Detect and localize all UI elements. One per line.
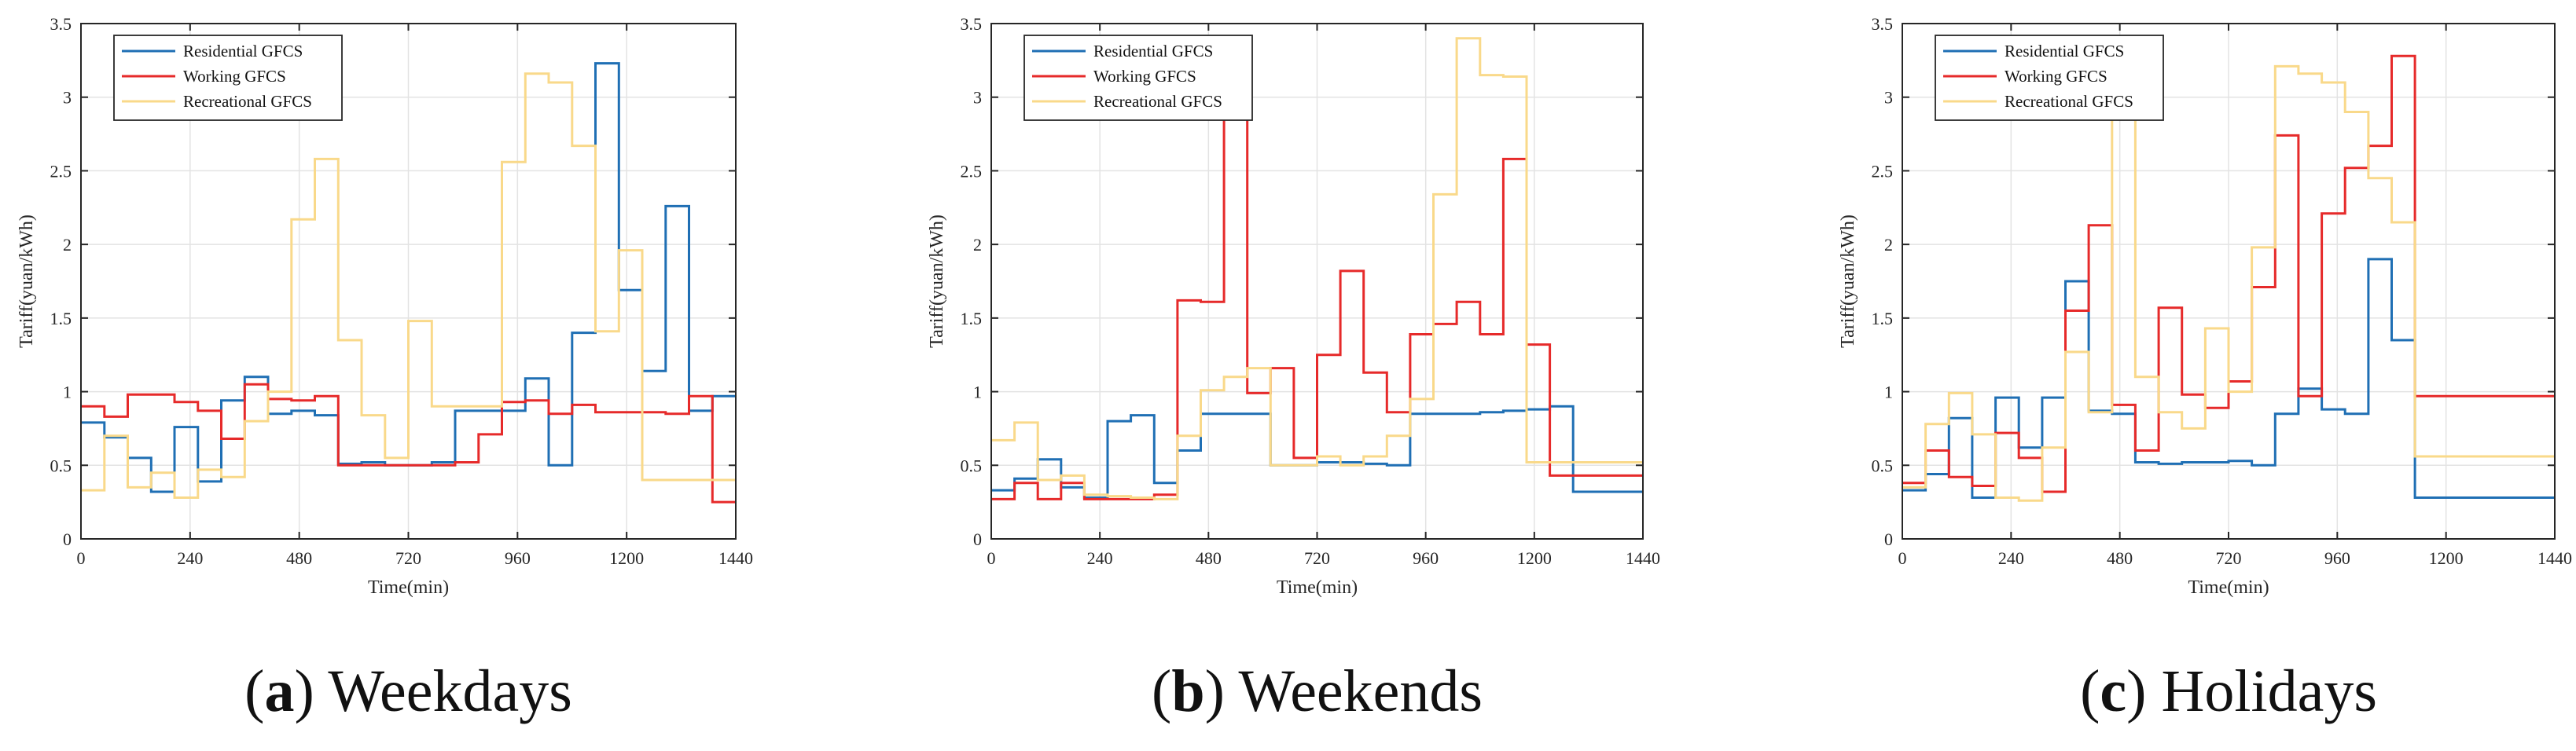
x-tick-label: 720 [395,548,421,568]
y-tick-label: 2.5 [961,161,983,181]
y-tick-label: 0 [973,529,982,549]
x-tick-label: 1440 [718,548,753,568]
legend-label-1: Residential GFCS [183,42,303,60]
x-tick-label: 240 [1998,548,2024,568]
x-tick-label: 960 [1413,548,1439,568]
y-tick-label: 0.5 [961,456,983,475]
x-tick-label: 0 [987,548,996,568]
y-tick-label: 3.5 [1872,14,1894,34]
legend-label-2: Working GFCS [183,67,286,86]
legend-label-1: Residential GFCS [2005,42,2124,60]
legend-box [113,35,343,121]
legend-label-3: Recreational GFCS [2005,92,2133,111]
x-tick-label: 960 [2324,548,2350,568]
y-tick-label: 2 [63,235,72,255]
caption-title: ) Holidays [2126,658,2377,724]
series-line-3 [1902,64,2555,502]
y-tick-label: 0 [1884,529,1893,549]
y-tick-label: 3 [63,88,72,108]
caption-letter: a [264,658,294,724]
y-tick-label: 1 [1884,383,1893,402]
y-tick-label: 3 [973,88,982,108]
x-tick-label: 240 [1087,548,1113,568]
x-tick-label: 0 [1898,548,1907,568]
x-tick-label: 480 [2107,548,2133,568]
caption-paren-open: ( [1152,658,1171,724]
panel-caption: (c) Holidays [2080,658,2377,724]
legend-label-2: Working GFCS [1093,67,1196,86]
caption-paren-open: ( [2080,658,2100,724]
y-tick-label: 1 [973,383,982,402]
y-tick-label: 2 [973,235,982,255]
caption-paren-open: ( [244,658,264,724]
y-tick-label: 1.5 [961,309,983,328]
series-line-2 [81,383,736,504]
legend-box [1935,35,2164,121]
y-axis-label: Tariff(yuan/kWh) [17,214,37,348]
caption-letter: b [1171,658,1204,724]
x-tick-label: 720 [2216,548,2242,568]
caption-title: ) Weekdays [294,658,571,724]
caption-title: ) Weekends [1205,658,1483,724]
y-tick-label: 0 [63,529,72,549]
y-tick-label: 2 [1884,235,1893,255]
legend-label-3: Recreational GFCS [183,92,312,111]
x-tick-label: 480 [286,548,312,568]
y-tick-label: 0.5 [1872,456,1894,475]
y-tick-label: 3 [1884,88,1893,108]
y-tick-label: 0.5 [50,456,72,475]
x-tick-label: 1200 [2429,548,2464,568]
y-tick-label: 1.5 [50,309,72,328]
y-tick-label: 2.5 [50,161,72,181]
x-tick-label: 1440 [1626,548,1660,568]
y-tick-label: 3.5 [50,14,72,34]
chart-panel-c: 0 240 480 720 960 1200 1440 0 0.5 1 1.5 2 2.5 3 3.5 Tim… [1838,14,2572,724]
x-tick-label: 720 [1304,548,1330,568]
y-axis-label: Tariff(yuan/kWh) [927,214,947,348]
legend-label-3: Recreational GFCS [1093,92,1222,111]
legend-box [1023,35,1253,121]
caption-letter: c [2100,658,2126,724]
x-tick-label: 0 [77,548,86,568]
legend-label-2: Working GFCS [2005,67,2107,86]
x-tick-label: 1440 [2537,548,2572,568]
y-tick-label: 1.5 [1872,309,1894,328]
x-tick-label: 1200 [1517,548,1552,568]
chart-panel-b: 0 240 480 720 960 1200 1440 0 0.5 1 1.5 2 2.5 3 3.5 Tim… [927,14,1660,724]
y-tick-label: 3.5 [961,14,983,34]
panel-caption: (b) Weekends [1152,658,1483,724]
x-axis-label: Time(min) [2188,577,2269,598]
x-axis-label: Time(min) [368,577,449,598]
panel-caption: (a) Weekdays [244,658,572,724]
series-line-1 [1902,258,2555,499]
legend-label-1: Residential GFCS [1093,42,1213,60]
x-tick-label: 240 [177,548,203,568]
y-tick-label: 1 [63,383,72,402]
series-line-3 [991,37,1643,500]
y-tick-label: 2.5 [1872,161,1894,181]
x-tick-label: 480 [1196,548,1222,568]
x-tick-label: 960 [505,548,531,568]
x-axis-label: Time(min) [1277,577,1358,598]
series-line-3 [81,72,736,499]
y-axis-label: Tariff(yuan/kWh) [1838,214,1858,348]
x-tick-label: 1200 [609,548,644,568]
chart-panel-a: 0 240 480 720 960 1200 1440 0 0.5 1 1.5 2 2.5 3 3.5 Tim… [17,14,753,724]
